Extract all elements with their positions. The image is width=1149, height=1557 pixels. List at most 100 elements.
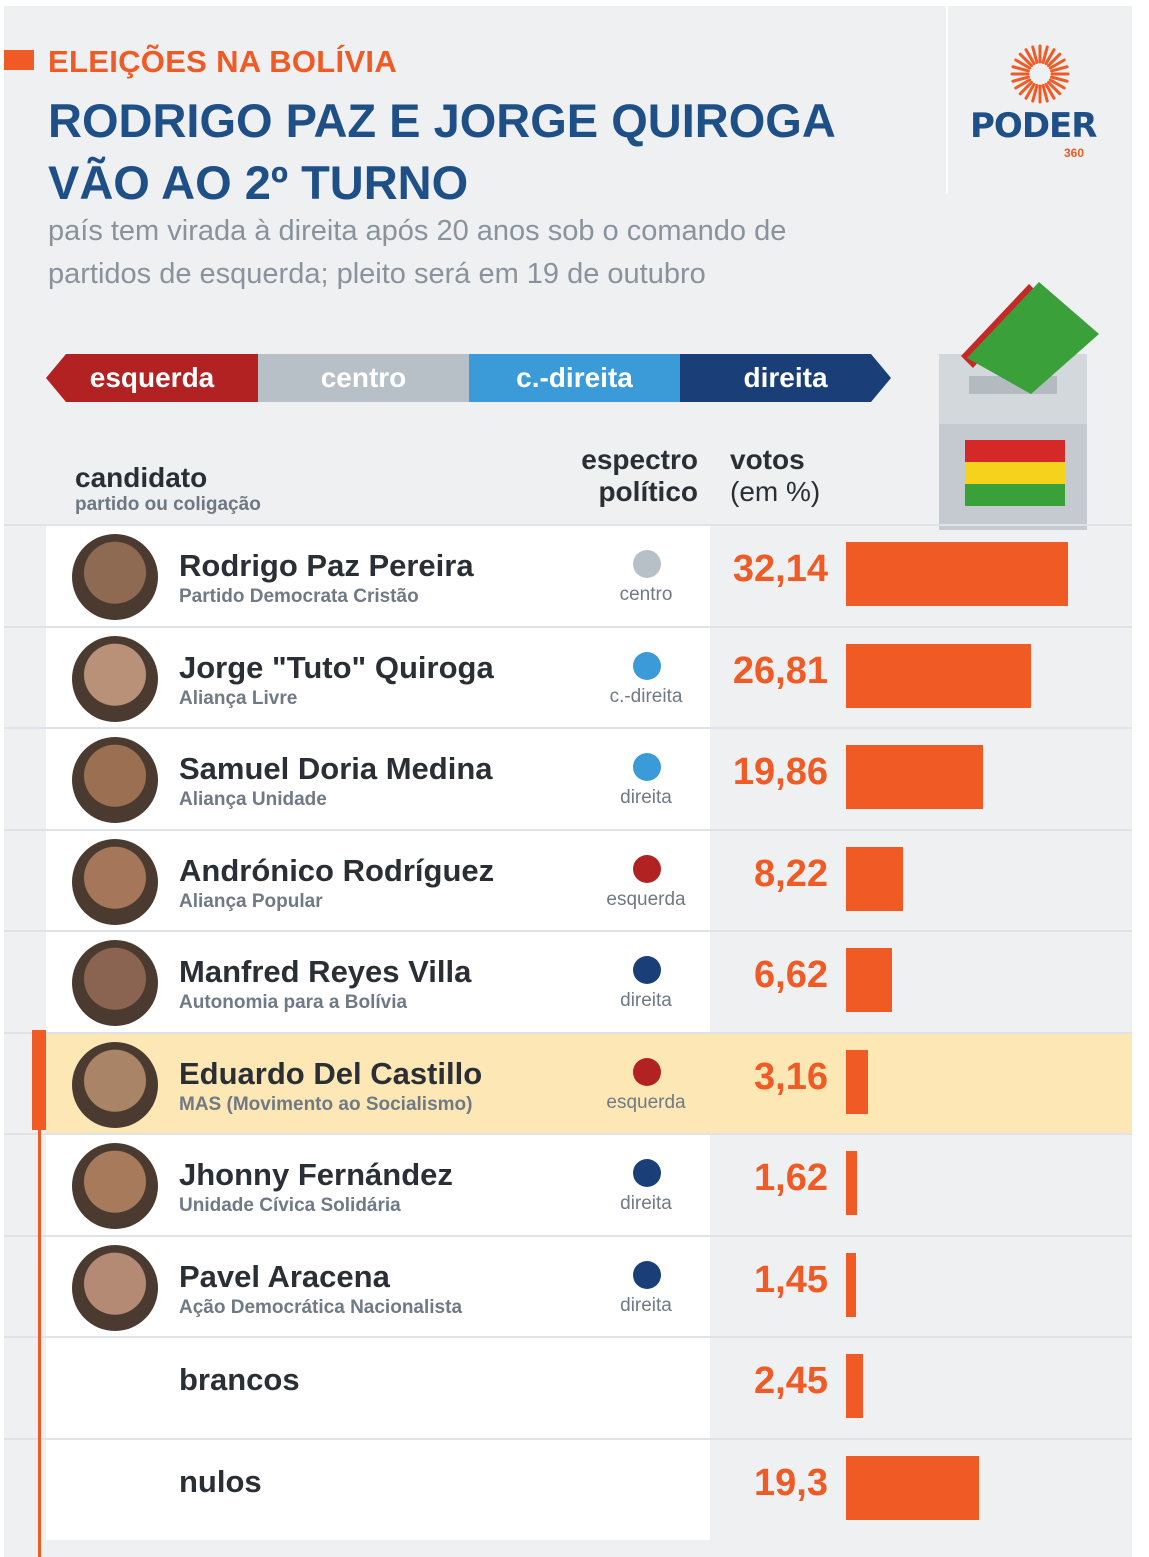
spectrum-dot xyxy=(633,854,661,883)
spectrum-esquerda: esquerda xyxy=(89,362,215,393)
category-name: nulos xyxy=(179,1463,262,1499)
candidate-photo xyxy=(72,940,158,1026)
candidate-name: Jorge "Tuto" Quiroga xyxy=(179,649,494,685)
column-spectrum-header: espectro político xyxy=(544,444,698,508)
spectrum-dot xyxy=(633,753,661,781)
candidate-party: MAS (Movimento ao Socialismo) xyxy=(179,1093,473,1115)
column-votes-header: votos (em %) xyxy=(730,444,820,508)
subtitle: país tem virada à direita após 20 anos s… xyxy=(48,210,928,296)
column-spectrum-line-1: espectro xyxy=(581,444,698,475)
subtitle-line-1: país tem virada à direita após 20 anos s… xyxy=(48,215,787,247)
candidate-party: Aliança Livre xyxy=(179,687,298,709)
row-right-cell xyxy=(710,1033,1132,1134)
spectrum-dot xyxy=(633,956,661,984)
vote-bar xyxy=(846,1151,857,1215)
column-candidate-header: candidato partido ou coligação xyxy=(75,462,261,516)
column-votes-line-2: (em %) xyxy=(730,476,821,507)
spectrum-arrow xyxy=(46,354,891,402)
candidate-photo xyxy=(72,1041,158,1128)
vote-value: 3,16 xyxy=(754,1055,828,1098)
table-row: Andrónico Rodríguez Aliança Popular esquer… xyxy=(4,828,1132,931)
highlight-line xyxy=(38,1130,41,1557)
candidate-name: Samuel Doria Medina xyxy=(179,751,493,786)
subtitle-line-2: partidos de esquerda; pleito será em 19 … xyxy=(48,258,706,290)
candidate-name: Jhonny Fernández xyxy=(179,1157,453,1192)
vote-bar xyxy=(846,1252,856,1317)
spectrum-label: esquerda xyxy=(606,888,686,910)
column-votes-line-1: votos xyxy=(730,444,805,475)
vote-bar xyxy=(846,948,892,1012)
vote-bar xyxy=(846,1049,868,1114)
spectrum-label: direita xyxy=(620,990,672,1011)
headline: RODRIGO PAZ E JORGE QUIROGA VÃO AO 2º TU… xyxy=(48,90,928,214)
sun-icon xyxy=(1010,44,1070,104)
vote-bar xyxy=(846,643,1031,708)
candidate-name: Andrónico Rodríguez xyxy=(179,852,495,888)
spectrum-label: direita xyxy=(620,1193,672,1214)
candidate-photo xyxy=(72,838,158,925)
vote-bar xyxy=(846,745,983,809)
logo-text: PODER xyxy=(970,106,1097,146)
column-candidate-subtitle: partido ou coligação xyxy=(75,494,261,515)
spectrum-dot xyxy=(633,550,661,578)
row-left-cell xyxy=(46,1338,710,1438)
column-candidate-title: candidato xyxy=(75,462,208,493)
spectrum-label: centro xyxy=(619,584,673,605)
candidate-photo xyxy=(72,635,158,722)
logo-sub: 360 xyxy=(1064,146,1085,160)
vote-bar xyxy=(846,542,1068,606)
candidate-photo xyxy=(72,534,158,620)
spectrum-direita: direita xyxy=(743,362,828,393)
candidate-name: Pavel Aracena xyxy=(179,1258,390,1294)
vote-bar xyxy=(846,1455,979,1520)
column-spectrum-line-2: político xyxy=(598,476,698,507)
candidate-party: Unidade Cívica Solidária xyxy=(179,1195,401,1216)
candidate-photo xyxy=(72,737,158,823)
row-left-cell xyxy=(46,1439,710,1540)
candidate-party: Ação Democrática Nacionalista xyxy=(179,1296,463,1318)
kicker: ELEIÇÕES NA BOLÍVIA xyxy=(48,44,398,79)
headline-line-2: VÃO AO 2º TURNO xyxy=(48,156,469,209)
headline-line-1: RODRIGO PAZ E JORGE QUIROGA xyxy=(48,94,836,147)
vote-bar xyxy=(846,846,903,911)
candidate-party: Autonomia para a Bolívia xyxy=(179,992,408,1013)
candidate-photo xyxy=(72,1244,158,1331)
vote-value: 8,22 xyxy=(754,852,828,895)
spectrum-label: esquerda xyxy=(606,1091,686,1113)
candidate-party: Partido Democrata Cristão xyxy=(179,586,419,607)
table-row: Rodrigo Paz Pereira Partido Democrata Cri… xyxy=(4,524,1132,626)
highlight-marker xyxy=(32,1030,46,1130)
spectrum-dot xyxy=(633,1260,661,1289)
vote-value: 26,81 xyxy=(732,649,828,692)
table-row: Manfred Reyes Villa Autonomia para a Bolí… xyxy=(4,930,1132,1032)
candidate-party: Aliança Unidade xyxy=(179,789,327,810)
vote-value: 32,14 xyxy=(732,548,828,590)
spectrum-dot xyxy=(633,651,661,680)
table-row: Eduardo Del Castillo MAS (Movimento ao So… xyxy=(4,1031,1132,1134)
table-row: Jorge "Tuto" Quiroga Aliança Livre c.-dire… xyxy=(4,625,1132,728)
spectrum-label: direita xyxy=(620,787,672,808)
table-row: Jhonny Fernández Unidade Cívica Solidária… xyxy=(4,1133,1132,1235)
spectrum-dot xyxy=(633,1057,661,1086)
infographic: ELEIÇÕES NA BOLÍVIA RODRIGO PAZ E JORGE … xyxy=(4,6,1132,1557)
spectrum-label: direita xyxy=(620,1294,672,1316)
table-row: Samuel Doria Medina Aliança Unidade direit… xyxy=(4,727,1132,829)
vote-bar xyxy=(846,1354,863,1418)
candidate-name: Manfred Reyes Villa xyxy=(179,954,472,989)
vote-value: 19,3 xyxy=(754,1461,828,1504)
vote-value: 19,86 xyxy=(732,751,828,793)
poder360-logo: PODER 360 xyxy=(966,44,1097,174)
table-row: Pavel Aracena Ação Democrática Nacionalis… xyxy=(4,1234,1132,1337)
spectrum-scale: esquerda centro c.-direita direita xyxy=(46,354,891,402)
vote-value: 1,45 xyxy=(754,1258,828,1301)
ballot-box-icon xyxy=(939,282,1099,530)
vote-value: 2,45 xyxy=(754,1360,828,1402)
category-name: brancos xyxy=(179,1362,300,1397)
vote-value: 6,62 xyxy=(754,954,828,996)
vote-value: 1,62 xyxy=(754,1157,828,1199)
candidate-party: Aliança Popular xyxy=(179,890,323,912)
spectrum-dot xyxy=(633,1159,661,1187)
spectrum-centro-direita: c.-direita xyxy=(516,362,633,393)
header-divider xyxy=(946,6,948,194)
table-row: nulos 19,3 xyxy=(4,1437,1132,1540)
